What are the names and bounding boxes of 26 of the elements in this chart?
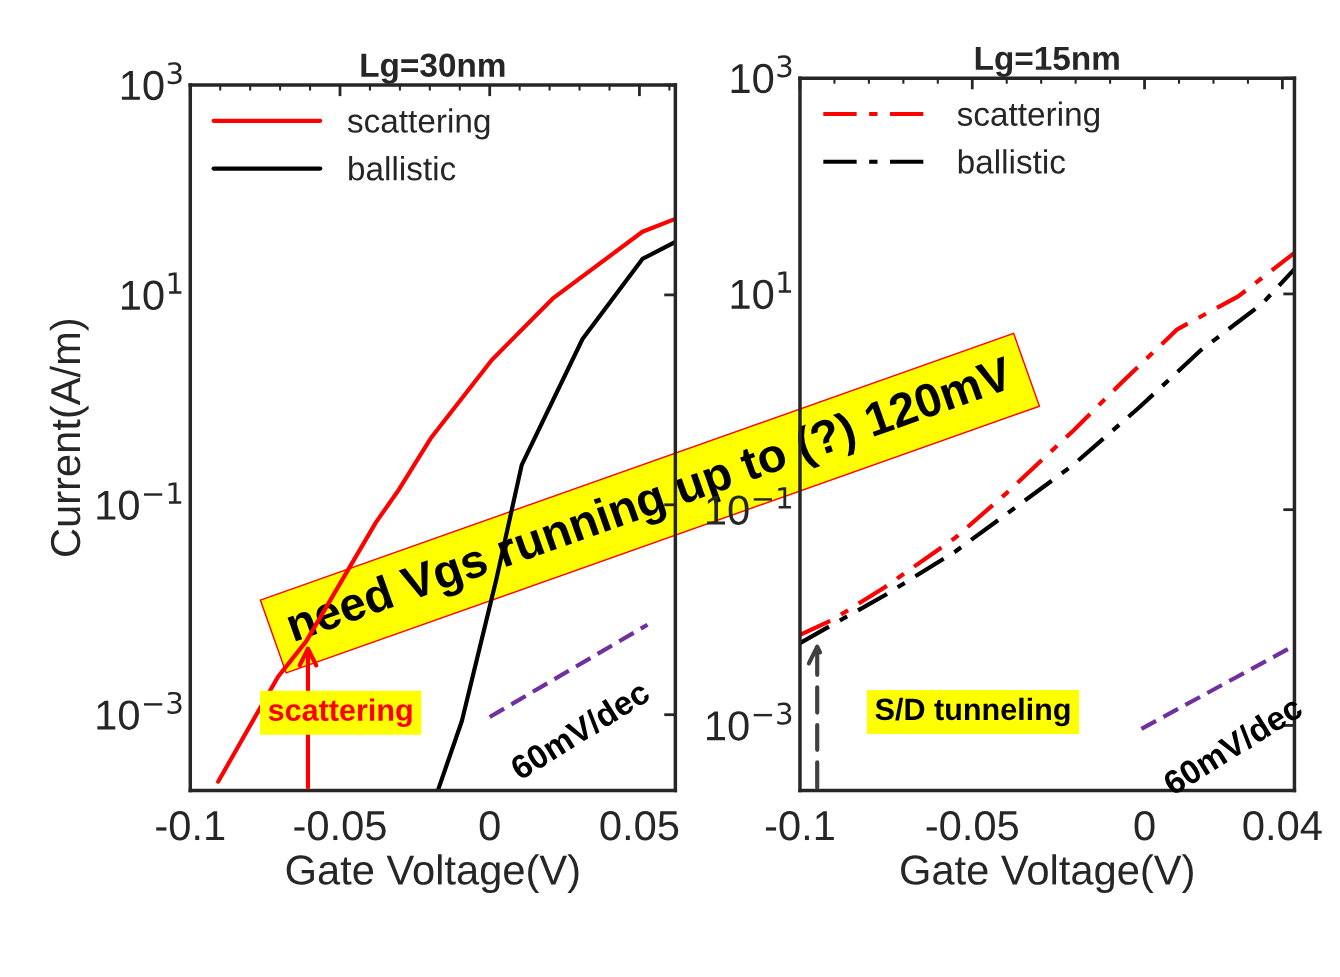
y-axis-title: Current(A/m) (49, 319, 89, 556)
legend-label: scattering (347, 108, 490, 140)
y-tick-label: 10$^{−1}$ (97, 482, 182, 521)
y-tick-label: 10$^{−3}$ (707, 702, 792, 741)
x-tick-label: -0.05 (926, 810, 1019, 841)
y-tick-label: 10$^{−3}$ (97, 691, 182, 730)
y-tick-label: 10$^{1}$ (731, 271, 792, 310)
annotation: S/D tunneling (875, 697, 1070, 727)
x-tick-label: 0 (1134, 810, 1155, 841)
legend-label: ballistic (349, 156, 456, 181)
x-tick-label: -0.05 (294, 810, 386, 841)
x-tick-label: 0 (479, 810, 500, 841)
legend-label: ballistic (958, 149, 1066, 174)
x-axis-title: Gate Voltage(V) (901, 854, 1193, 894)
y-tick-label: 10$^{1}$ (121, 272, 182, 311)
chart-title: Lg=15nm (975, 46, 1119, 77)
x-tick-label: -0.1 (765, 810, 834, 841)
chart-title: Lg=30nm (361, 53, 505, 84)
x-axis-title: Gate Voltage(V) (286, 854, 579, 894)
x-tick-label: 0.05 (600, 810, 679, 841)
y-tick-label: 10$^{3}$ (121, 62, 182, 101)
x-tick-label: -0.1 (156, 810, 225, 841)
x-tick-label: 0.04 (1243, 810, 1322, 841)
y-tick-label: 10$^{3}$ (731, 55, 792, 94)
legend-label: scattering (957, 101, 1100, 133)
annotation: scattering (268, 698, 412, 728)
